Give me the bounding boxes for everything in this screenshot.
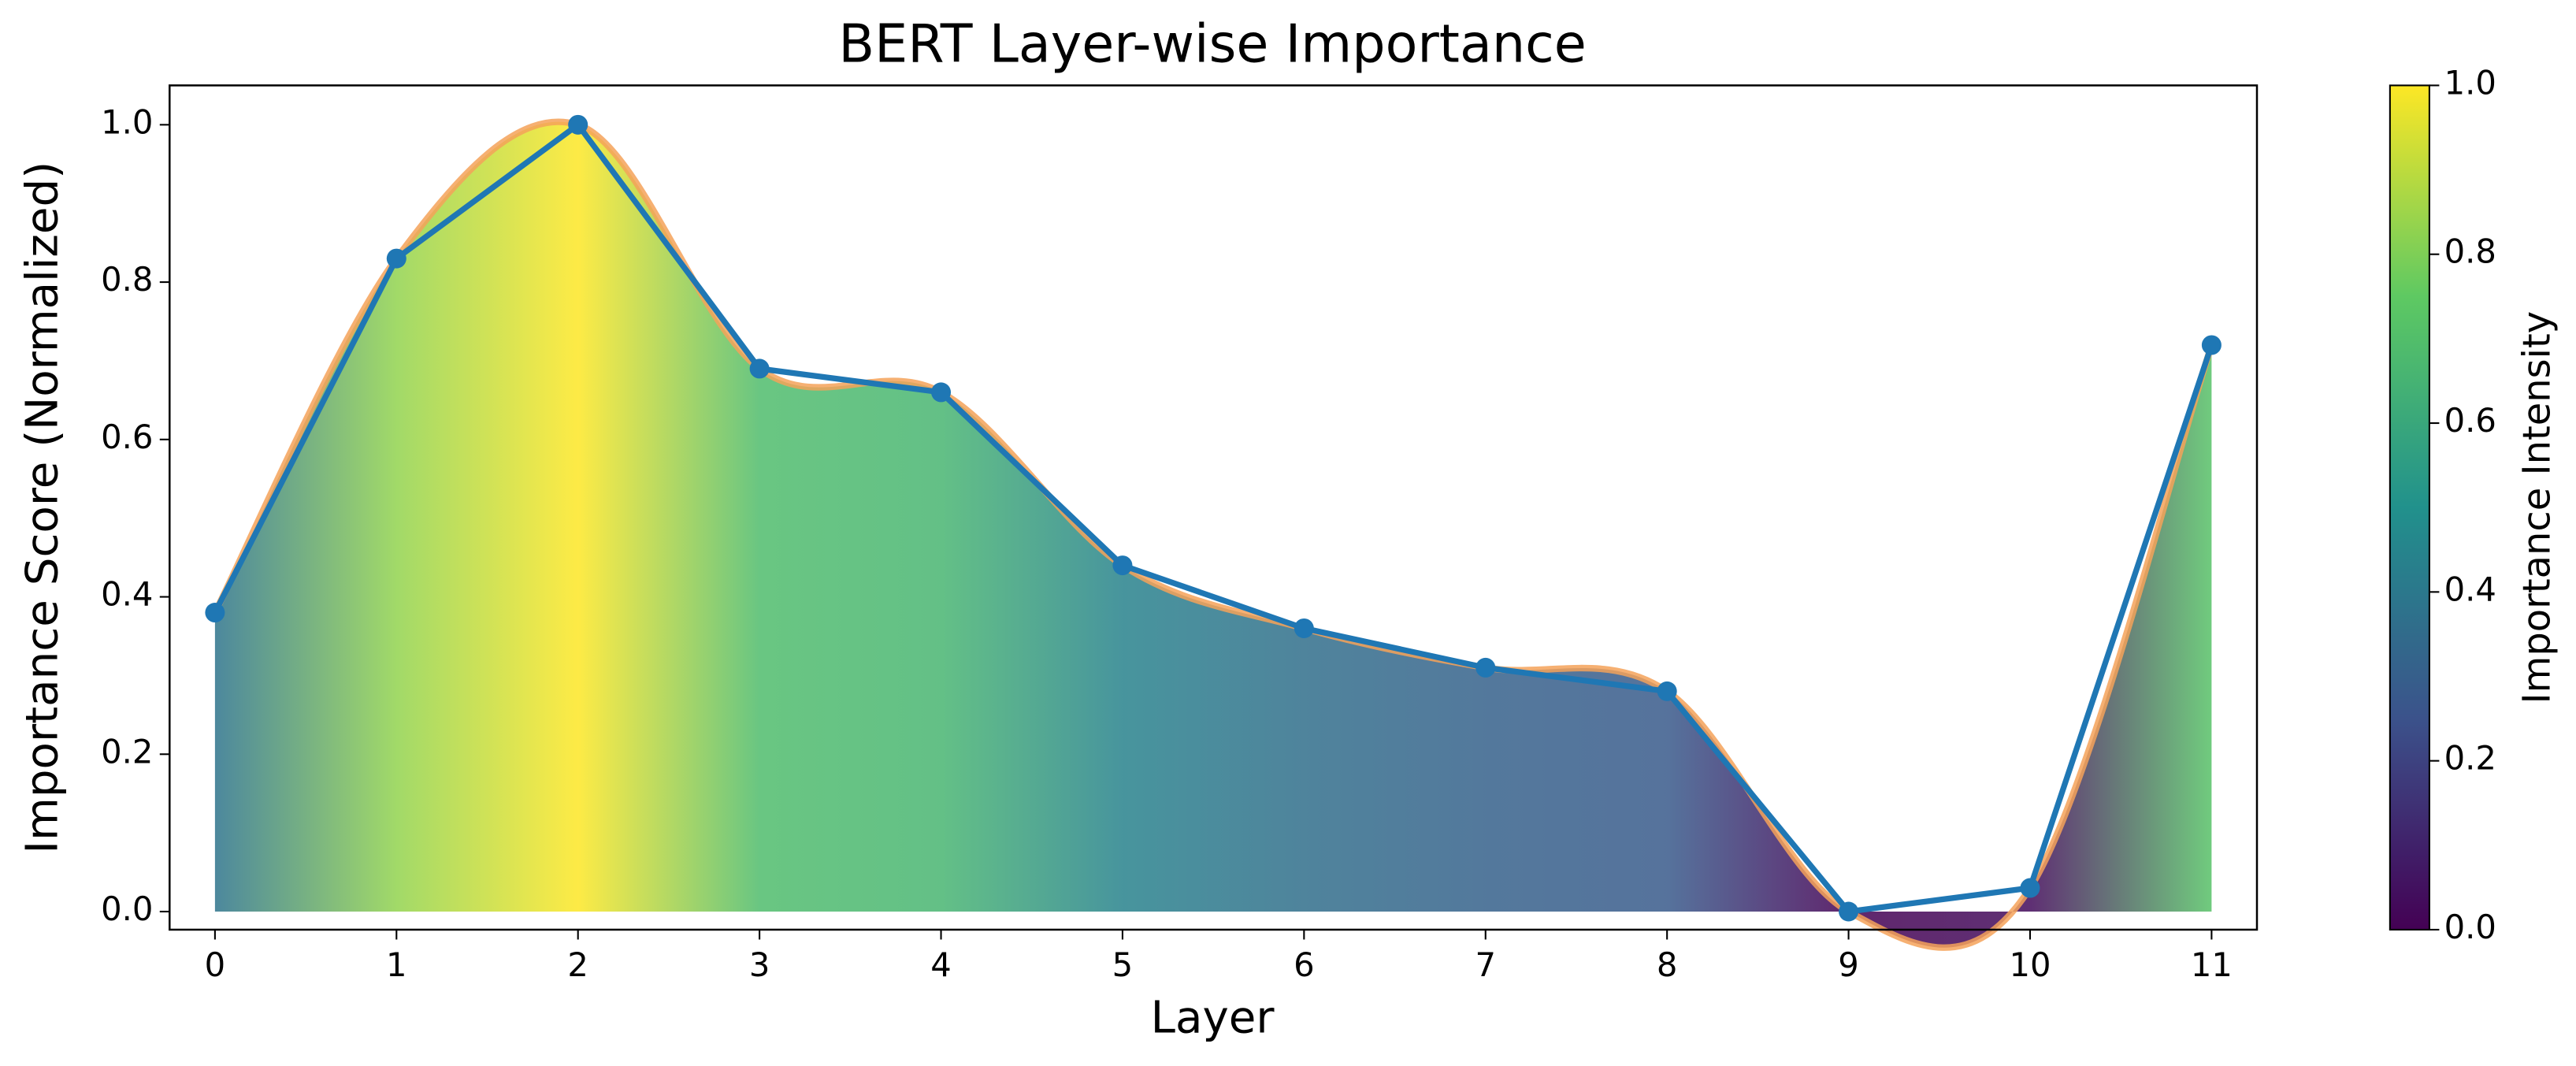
point <box>1294 618 1314 638</box>
colorbar-tick-label: 0.0 <box>2444 908 2496 946</box>
point <box>931 382 952 403</box>
y-tick-label: 0.6 <box>101 418 153 456</box>
y-tick-label: 1.0 <box>101 102 153 141</box>
chart-title: BERT Layer-wise Importance <box>838 13 1586 75</box>
point <box>1112 555 1133 576</box>
x-tick-label: 2 <box>567 945 588 984</box>
x-tick-label: 7 <box>1475 945 1496 984</box>
point <box>749 358 770 379</box>
y-tick-label: 0.4 <box>101 575 153 614</box>
x-tick-label: 6 <box>1294 945 1315 984</box>
x-tick-label: 9 <box>1838 945 1859 984</box>
colorbar-tick-label: 0.8 <box>2444 232 2496 271</box>
colorbar <box>2389 84 2430 931</box>
colorbar-tick-label: 0.2 <box>2444 739 2496 778</box>
point <box>1475 657 1496 678</box>
y-tick-label: 0.8 <box>101 260 153 299</box>
area <box>214 121 2212 948</box>
line <box>212 121 2214 915</box>
point <box>568 114 588 135</box>
x-tick-label: 3 <box>749 945 770 984</box>
x-tick-label: 1 <box>386 945 407 984</box>
colorbar-tick-label: 0.6 <box>2444 401 2496 440</box>
plot-frame <box>169 84 2259 931</box>
x-tick-label: 10 <box>2009 945 2051 984</box>
x-tick-label: 8 <box>1657 945 1678 984</box>
colorbar-tick-label: 1.0 <box>2444 63 2496 102</box>
colorbar-label: Importance Intensity <box>2516 311 2559 704</box>
point <box>1839 901 1859 922</box>
x-tick-label: 11 <box>2191 945 2233 984</box>
point <box>386 248 406 269</box>
point <box>2020 878 2040 898</box>
x-tick-label: 0 <box>205 945 226 984</box>
point <box>205 602 225 623</box>
point <box>2201 335 2222 355</box>
y-axis-label: Importance Score (Normalized) <box>17 162 68 854</box>
y-tick-label: 0.2 <box>101 732 153 771</box>
x-tick-label: 4 <box>930 945 952 984</box>
y-tick-label: 0.0 <box>101 890 153 928</box>
colorbar-tick-label: 0.4 <box>2444 570 2496 608</box>
point <box>1657 681 1677 701</box>
x-axis-label: Layer <box>1151 992 1275 1043</box>
smooth-line <box>212 118 2215 951</box>
x-tick-label: 5 <box>1112 945 1134 984</box>
